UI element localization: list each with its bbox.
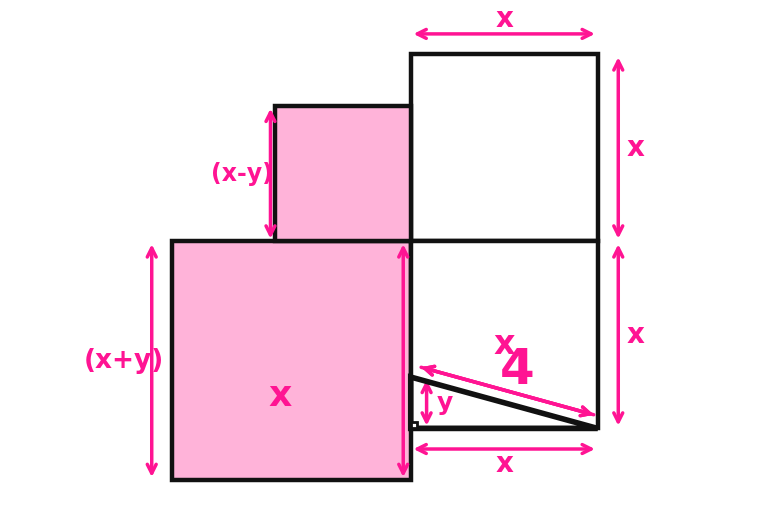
Text: 4: 4 [500,346,534,394]
Text: x: x [495,5,513,33]
Text: (x-y): (x-y) [212,162,273,186]
Polygon shape [410,241,598,428]
Polygon shape [275,106,410,241]
Text: x: x [268,380,291,413]
Text: y: y [437,391,454,414]
Text: (x+y): (x+y) [84,347,164,374]
Text: x: x [626,134,644,162]
Polygon shape [172,241,410,480]
Text: x: x [626,321,644,349]
Polygon shape [410,54,598,241]
Polygon shape [410,422,417,428]
Text: x: x [494,328,515,361]
Text: x: x [495,450,513,478]
